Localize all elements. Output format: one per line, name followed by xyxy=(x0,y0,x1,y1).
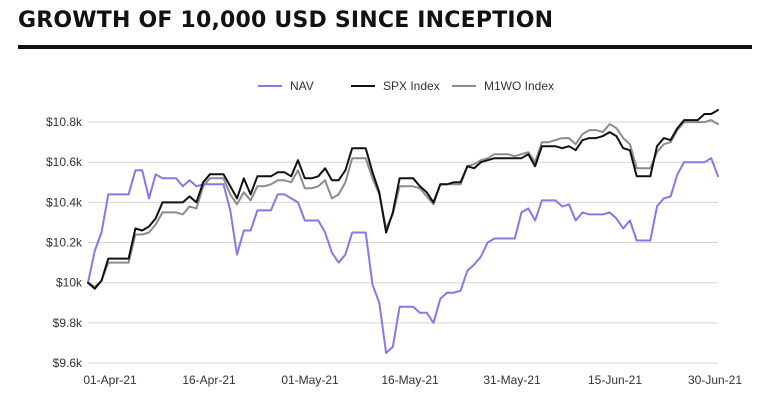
x-tick-label: 15-Jun-21 xyxy=(588,373,642,387)
legend-label: SPX Index xyxy=(383,79,440,93)
x-tick-label: 31-May-21 xyxy=(483,373,541,387)
legend: NAV SPX Index M1WO Index xyxy=(258,79,554,93)
legend-label: M1WO Index xyxy=(484,79,554,93)
series-line-m1wo-index xyxy=(87,119,719,288)
series-line-spx-index xyxy=(87,109,719,290)
y-tick-label: $10k xyxy=(56,276,83,290)
y-tick-label: $10.4k xyxy=(46,195,83,209)
x-axis-ticks: 01-Apr-21 16-Apr-21 01-May-21 16-May-21 31-M… xyxy=(83,373,742,387)
y-tick-label: $9.8k xyxy=(53,316,83,330)
series-line-nav xyxy=(87,157,719,354)
y-tick-label: $9.6k xyxy=(53,356,83,370)
x-tick-label: 01-Apr-21 xyxy=(83,373,137,387)
x-tick-label: 01-May-21 xyxy=(281,373,339,387)
y-tick-label: $10.6k xyxy=(46,155,83,169)
title-rule xyxy=(18,45,752,49)
x-tick-label: 16-May-21 xyxy=(381,373,439,387)
x-tick-label: 30-Jun-21 xyxy=(688,373,742,387)
y-tick-label: $10.2k xyxy=(46,236,83,250)
y-tick-label: $10.8k xyxy=(46,115,83,129)
x-tick-label: 16-Apr-21 xyxy=(182,373,236,387)
series-lines xyxy=(87,109,719,354)
y-axis-ticks: $9.6k $9.8k $10k $10.2k $10.4k $10.6k $10.8k xyxy=(46,115,83,370)
chart-title: GROWTH OF 10,000 USD SINCE INCEPTION xyxy=(18,8,554,33)
legend-label: NAV xyxy=(290,79,314,93)
grid-lines xyxy=(88,121,718,364)
